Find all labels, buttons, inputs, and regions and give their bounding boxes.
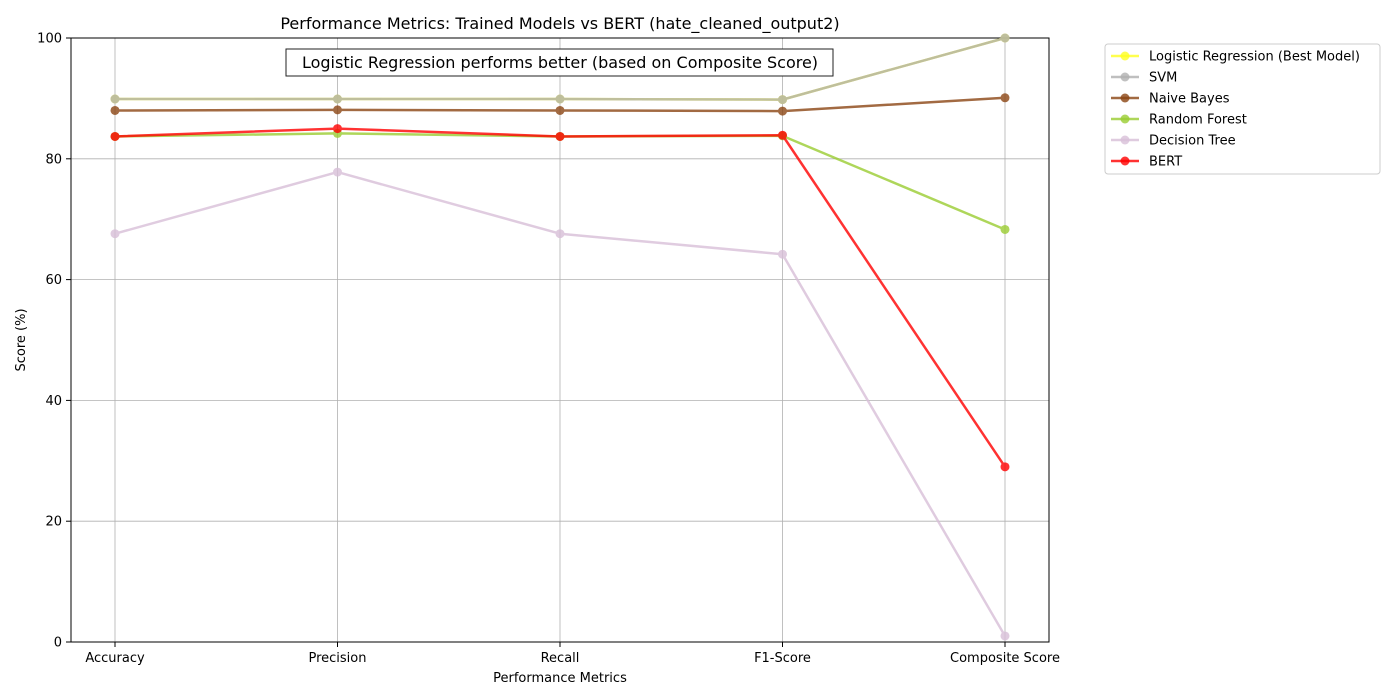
data-point (555, 131, 565, 141)
y-tick-label: 80 (45, 152, 62, 167)
data-point (110, 94, 120, 104)
data-point (778, 106, 787, 116)
data-point (778, 130, 787, 140)
legend-label: Random Forest (1149, 113, 1247, 128)
x-axis-label: Performance Metrics (493, 671, 627, 686)
data-point (110, 105, 120, 115)
y-tick-label: 0 (54, 636, 62, 651)
data-point (110, 229, 120, 239)
y-tick-label: 40 (45, 394, 62, 409)
y-tick-label: 20 (45, 515, 62, 530)
y-axis-ticks: 0 20 40 60 80 100 (37, 32, 71, 651)
legend-swatch-marker (1120, 72, 1130, 82)
legend-label: Logistic Regression (Best Model) (1149, 50, 1360, 65)
legend-item: Random Forest (1111, 113, 1247, 128)
data-point (1000, 93, 1010, 103)
legend-item: BERT (1111, 155, 1182, 170)
legend: Logistic Regression (Best Model) SVM Naive… (1104, 43, 1381, 175)
x-tick-label: F1-Score (754, 651, 811, 666)
y-tick-label: 100 (37, 32, 62, 47)
series-layer (110, 33, 1010, 641)
legend-swatch-marker (1120, 114, 1130, 124)
legend-item: SVM (1111, 71, 1177, 86)
series-4 (110, 167, 1010, 641)
x-tick-label: Precision (308, 651, 366, 666)
legend-label: Decision Tree (1149, 134, 1236, 149)
x-tick-label: Accuracy (85, 651, 145, 666)
legend-item: Logistic Regression (Best Model) (1111, 50, 1360, 65)
legend-swatch-marker (1120, 156, 1130, 166)
x-tick-label: Recall (541, 651, 580, 666)
data-point (1000, 462, 1010, 472)
data-point (333, 167, 342, 177)
legend-items: Logistic Regression (Best Model) SVM Naive… (1111, 50, 1360, 170)
data-point (333, 124, 342, 134)
legend-item: Naive Bayes (1111, 92, 1230, 107)
data-point (333, 105, 342, 115)
y-tick-label: 60 (45, 273, 62, 288)
legend-swatch-marker (1120, 93, 1130, 103)
chart-title: Performance Metrics: Trained Models vs B… (280, 14, 839, 34)
data-point (1000, 224, 1010, 234)
data-point (555, 229, 565, 239)
x-tick-label: Composite Score (950, 651, 1060, 666)
data-point (1000, 33, 1010, 43)
series-2 (110, 93, 1010, 116)
data-point (778, 95, 787, 105)
series-1 (110, 33, 1010, 105)
annotation-box: Logistic Regression performs better (bas… (285, 48, 834, 77)
y-axis-label: Score (%) (14, 308, 29, 371)
data-point (555, 94, 565, 104)
legend-label: BERT (1149, 155, 1182, 170)
legend-label: Naive Bayes (1149, 92, 1230, 107)
series-5 (110, 124, 1010, 472)
data-point (555, 105, 565, 115)
data-point (333, 94, 342, 104)
data-point (110, 131, 120, 141)
legend-swatch-marker (1120, 51, 1130, 61)
x-axis-ticks: Accuracy Precision Recall F1-Score Composite… (85, 642, 1060, 666)
data-point (778, 249, 787, 259)
legend-item: Decision Tree (1111, 134, 1236, 149)
legend-swatch-marker (1120, 135, 1130, 145)
data-point (1000, 631, 1010, 641)
annotation-text: Logistic Regression performs better (bas… (302, 53, 818, 72)
legend-label: SVM (1149, 71, 1177, 86)
